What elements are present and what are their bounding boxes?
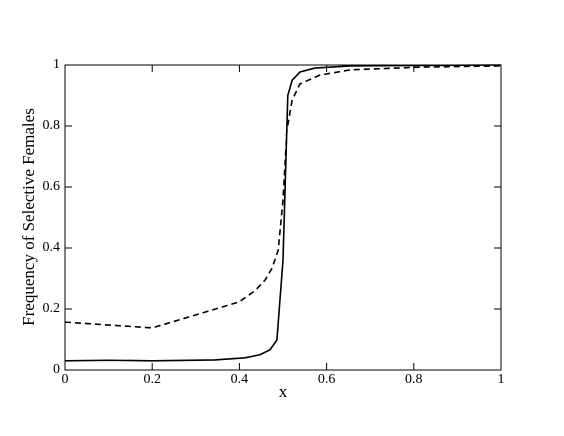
x-tick-label: 0.8 bbox=[405, 372, 423, 387]
series-line bbox=[64, 65, 502, 329]
plot-frame bbox=[64, 64, 502, 371]
y-axis-title: Frequency of Selective Females bbox=[19, 108, 38, 326]
y-tick-label: 0.8 bbox=[43, 118, 61, 133]
y-tick-label: 0 bbox=[53, 362, 60, 377]
series-line bbox=[64, 64, 502, 362]
x-tick-label: 1 bbox=[498, 372, 505, 387]
x-tick-label: 0.6 bbox=[318, 372, 336, 387]
x-tick-label: 0.2 bbox=[143, 372, 161, 387]
y-tick-label: 0.2 bbox=[43, 301, 61, 316]
y-tick-label: 1 bbox=[53, 57, 60, 72]
x-tick-label: 0 bbox=[62, 372, 69, 387]
y-tick-label: 0.6 bbox=[43, 179, 61, 194]
x-tick-label: 0.4 bbox=[231, 372, 249, 387]
x-axis-title: x bbox=[279, 382, 288, 401]
y-tick-label: 0.4 bbox=[43, 240, 61, 255]
